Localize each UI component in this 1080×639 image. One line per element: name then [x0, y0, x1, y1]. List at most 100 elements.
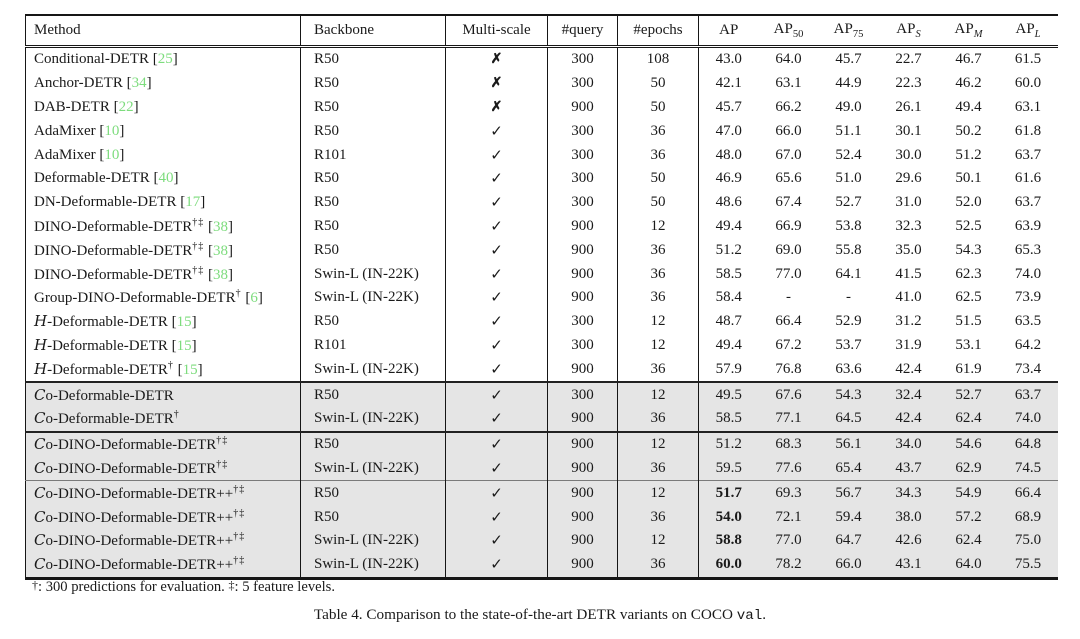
citation-link[interactable]: 17 [185, 194, 201, 211]
ap-cell: 59.5 [698, 456, 759, 481]
backbone-cell: R50 [300, 166, 446, 191]
ap50-cell: 63.1 [775, 75, 802, 92]
citation-link[interactable]: 15 [176, 314, 192, 331]
apl-cell: 75.0 [998, 528, 1058, 553]
query-cell: 300 [547, 143, 618, 167]
multiscale-check-icon: ✓ [445, 119, 548, 144]
ap-cell: 49.5 [698, 381, 759, 407]
results-table-container: Method Backbone Multi-scale #query #epochs AP… [25, 14, 1058, 580]
aps-cell: 31.0 [895, 194, 922, 211]
citation-link[interactable]: 15 [176, 337, 192, 354]
backbone-cell: R50 [300, 119, 446, 144]
epochs-cell: 36 [617, 505, 699, 529]
ap-cell: 57.9 [715, 360, 742, 377]
table-row: Co-DINO-Deformable-DETR†‡ R50 ✓ 900 12 51.2 68… [25, 430, 1058, 457]
method-cell: Co-Deformable-DETR† [25, 406, 301, 432]
method-cell: Co-DINO-Deformable-DETR++†‡ [25, 528, 301, 553]
script-letter: H [34, 335, 48, 354]
query-cell: 300 [547, 381, 618, 407]
citation-link[interactable]: 6 [250, 290, 258, 307]
table-row: Co-DINO-Deformable-DETR++†‡ Swin-L (IN-22… [25, 528, 1058, 553]
ap-cell: 48.0 [715, 146, 742, 163]
table-row: DINO-Deformable-DETR†‡ [38] R50 ✓ 900 36 51.2… [25, 238, 1058, 263]
ap-cell: 51.2 [698, 430, 759, 457]
backbone-cell: Swin-L (IN-22K) [300, 285, 446, 310]
epochs-cell: 50 [617, 95, 699, 120]
method-cell: Conditional-DETR [25] [25, 46, 301, 72]
ap50-cell: 72.1 [758, 505, 819, 529]
ap50-cell: 66.9 [775, 217, 802, 234]
method-cell: DINO-Deformable-DETR†‡ [38] [25, 214, 301, 239]
query-cell: 900 [547, 505, 618, 529]
query-cell: 900 [547, 406, 618, 432]
column-header--query: #query [547, 15, 618, 48]
apm-cell: 62.4 [938, 406, 999, 432]
citation-link[interactable]: 38 [213, 218, 229, 235]
aps-cell: 43.7 [878, 456, 939, 481]
ap50-cell: 64.0 [775, 51, 802, 68]
backbone-cell: Swin-L (IN-22K) [300, 262, 446, 286]
citation-link[interactable]: 40 [158, 170, 174, 187]
ap50-cell: 65.6 [775, 170, 802, 187]
citation-link[interactable]: 38 [213, 242, 229, 259]
citation-link[interactable]: 10 [104, 122, 120, 139]
ap75-cell: 56.1 [818, 430, 879, 457]
script-letter: H [34, 312, 48, 331]
table-header: Method Backbone Multi-scale #query #epochs AP… [25, 15, 1058, 48]
query-cell: 900 [547, 456, 618, 481]
table-row: DINO-Deformable-DETR†‡ [38] R50 ✓ 900 12 49.4… [25, 214, 1058, 239]
citation-link[interactable]: 25 [157, 51, 173, 68]
table-row: AdaMixer [10] R50 ✓ 300 36 47.0 66.0 51.1 30.1 50… [25, 119, 1058, 144]
ap50-cell: 66.0 [775, 122, 802, 139]
multiscale-check-icon: ✓ [445, 190, 548, 215]
multiscale-check-icon: ✓ [445, 505, 548, 529]
method-cell: Anchor-DETR [34] [25, 71, 301, 96]
dagger-marks: †‡ [233, 507, 246, 519]
citation-link[interactable]: 34 [131, 75, 147, 92]
query-cell: 900 [547, 552, 618, 579]
ap75-cell: 63.6 [835, 360, 862, 377]
column-header-backbone: Backbone [300, 15, 446, 48]
citation-link[interactable]: 15 [182, 361, 198, 378]
backbone-cell: R50 [300, 214, 446, 239]
citation-link[interactable]: 38 [213, 266, 229, 283]
apm-cell: 54.6 [938, 430, 999, 457]
apl-cell: 63.5 [1014, 313, 1042, 330]
results-table: Method Backbone Multi-scale #query #epochs AP… [25, 14, 1058, 580]
epochs-cell: 12 [617, 381, 699, 407]
apm-cell: 54.3 [955, 241, 982, 258]
query-cell: 900 [547, 214, 618, 239]
ap50-cell: 69.0 [775, 241, 802, 258]
aps-cell: 32.3 [895, 217, 922, 234]
apm-cell: 57.2 [938, 505, 999, 529]
ap50-cell: 67.2 [775, 336, 802, 353]
method-cell: AdaMixer [10] [25, 119, 301, 144]
query-cell: 300 [547, 166, 618, 191]
apl-cell: 75.5 [998, 552, 1058, 579]
backbone-cell: R50 [300, 46, 446, 72]
table-row: H-Deformable-DETR† [15] Swin-L (IN-22K) ✓ 9… [25, 357, 1058, 383]
ap50-cell: 76.8 [775, 360, 802, 377]
dagger-marks: †‡ [216, 458, 229, 470]
multiscale-check-icon: ✓ [445, 143, 548, 167]
query-cell: 300 [547, 46, 618, 72]
ap75-cell: 64.1 [835, 265, 862, 282]
method-cell: Co-DINO-Deformable-DETR†‡ [25, 430, 301, 457]
table-footnote: †: 300 predictions for evaluation. ‡: 5 … [32, 578, 335, 596]
script-letter: C [34, 385, 46, 404]
citation-link[interactable]: 10 [104, 146, 120, 163]
apl-cell: 65.3 [1014, 241, 1042, 258]
column-header-method: Method [25, 15, 301, 48]
query-cell: 300 [547, 119, 618, 144]
method-cell: AdaMixer [10] [25, 143, 301, 167]
backbone-cell: R50 [300, 71, 446, 96]
ap75-cell: 52.9 [835, 313, 862, 330]
script-letter: C [34, 507, 46, 526]
citation-link[interactable]: 22 [118, 98, 134, 115]
table-row: Co-Deformable-DETR† Swin-L (IN-22K) ✓ 900 36… [25, 406, 1058, 432]
multiscale-check-icon: ✓ [445, 285, 548, 310]
ap75-cell: 66.0 [818, 552, 879, 579]
query-cell: 300 [547, 71, 618, 96]
backbone-cell: R50 [300, 430, 446, 457]
ap50-cell: 66.4 [775, 313, 802, 330]
